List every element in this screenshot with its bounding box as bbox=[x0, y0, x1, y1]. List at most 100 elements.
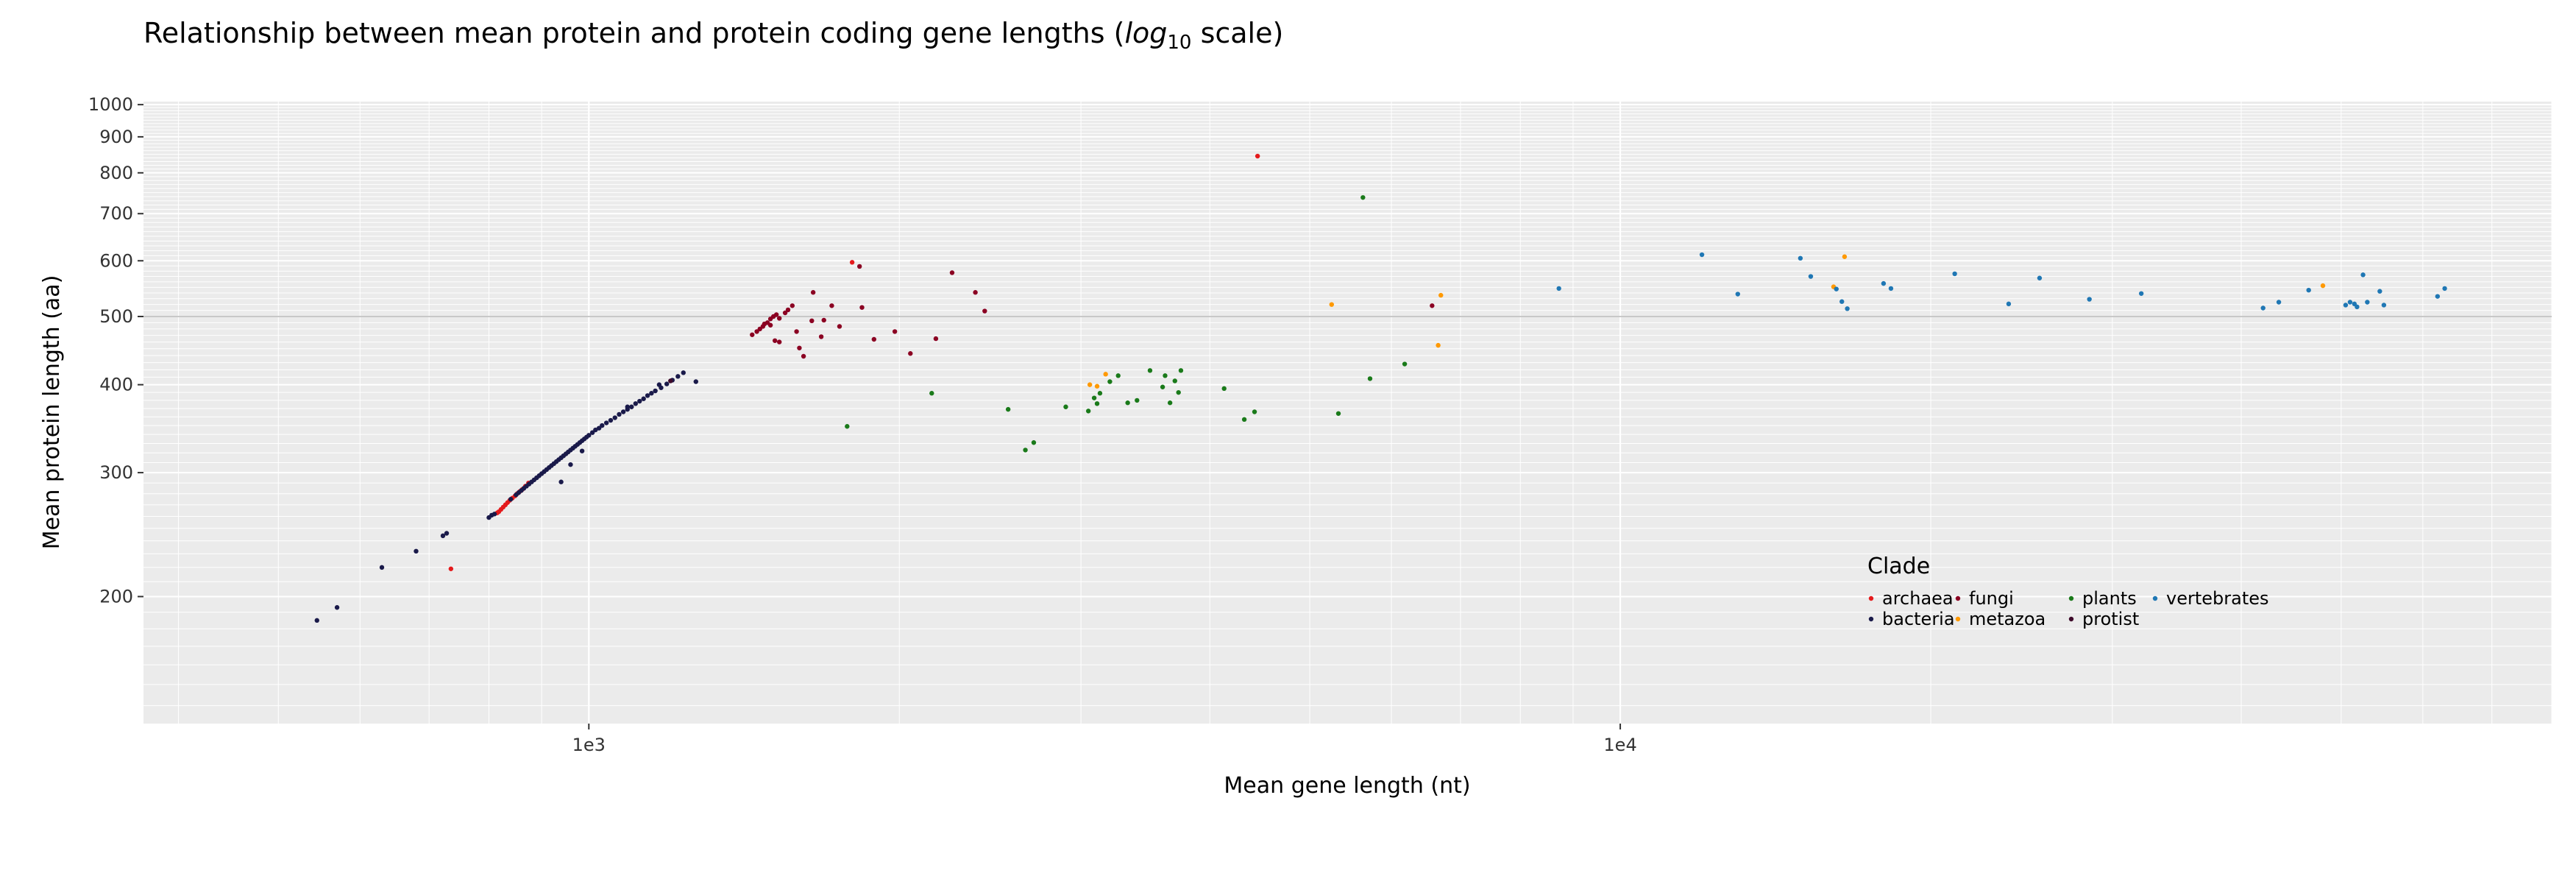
y-tick-label: 200 bbox=[99, 586, 133, 607]
data-point bbox=[790, 303, 795, 308]
data-point bbox=[379, 565, 385, 570]
data-point bbox=[600, 423, 605, 428]
plot-panel bbox=[143, 102, 2552, 724]
data-point bbox=[1091, 395, 1097, 400]
legend-label: metazoa bbox=[1969, 609, 2045, 629]
axes: 200 300 400 500 600 700 800 900 1000 1e3 1e4 bbox=[88, 94, 1637, 755]
data-point bbox=[1063, 404, 1068, 409]
y-tick-label: 1000 bbox=[88, 94, 133, 115]
data-point bbox=[1107, 379, 1113, 384]
data-point bbox=[1167, 400, 1173, 406]
data-point bbox=[414, 548, 419, 554]
data-point bbox=[633, 401, 639, 406]
data-point bbox=[1085, 409, 1091, 414]
data-point bbox=[2442, 286, 2447, 291]
y-tick-label: 800 bbox=[99, 163, 133, 183]
data-point bbox=[2360, 272, 2366, 278]
y-tick-label: 900 bbox=[99, 127, 133, 147]
data-point bbox=[829, 303, 834, 308]
data-point bbox=[1135, 397, 1140, 403]
legend-label: fungi bbox=[1969, 588, 2014, 609]
x-tick-label: 1e3 bbox=[572, 735, 606, 755]
legend-label: plants bbox=[2082, 588, 2137, 609]
data-point bbox=[1430, 303, 1435, 308]
data-point bbox=[617, 411, 622, 417]
data-point bbox=[929, 391, 934, 396]
data-point bbox=[973, 290, 978, 295]
data-point bbox=[892, 329, 898, 334]
data-point bbox=[776, 339, 782, 344]
data-point bbox=[1699, 252, 1705, 258]
data-point bbox=[810, 290, 816, 295]
data-point bbox=[1097, 391, 1103, 396]
data-point bbox=[629, 404, 634, 409]
series-bacteria bbox=[314, 370, 698, 623]
data-point bbox=[772, 338, 778, 343]
data-point bbox=[2037, 275, 2043, 280]
data-point bbox=[693, 379, 698, 384]
legend-swatch bbox=[2152, 595, 2158, 601]
data-point bbox=[2006, 301, 2012, 307]
data-point bbox=[908, 351, 913, 356]
data-point bbox=[776, 316, 782, 321]
data-point bbox=[1888, 286, 1894, 291]
legend-label: archaea bbox=[1882, 588, 1954, 609]
data-point bbox=[1023, 448, 1028, 453]
data-point bbox=[1329, 302, 1334, 307]
data-point bbox=[568, 462, 573, 467]
legend-label: bacteria bbox=[1882, 609, 1955, 629]
data-point bbox=[681, 370, 686, 375]
data-point bbox=[845, 424, 850, 429]
data-point bbox=[675, 374, 681, 379]
data-point bbox=[809, 318, 815, 324]
data-point bbox=[1252, 409, 1257, 414]
data-point bbox=[589, 430, 595, 435]
data-point bbox=[558, 479, 564, 484]
data-point bbox=[767, 322, 773, 328]
data-point bbox=[1798, 255, 1803, 261]
series-fungi bbox=[750, 264, 1435, 359]
legend-swatch bbox=[2068, 616, 2074, 622]
data-point bbox=[593, 427, 598, 433]
data-point bbox=[625, 404, 630, 409]
data-point bbox=[668, 378, 673, 384]
data-point bbox=[612, 415, 617, 420]
data-point bbox=[2260, 305, 2265, 311]
data-point bbox=[579, 448, 585, 453]
data-point bbox=[1436, 342, 1441, 348]
data-point bbox=[334, 605, 340, 610]
data-point bbox=[1160, 384, 1165, 389]
data-point bbox=[949, 270, 955, 275]
data-point bbox=[1094, 401, 1100, 406]
data-point bbox=[2435, 294, 2441, 299]
data-point bbox=[1360, 195, 1366, 200]
data-points bbox=[314, 153, 2447, 623]
data-point bbox=[444, 531, 450, 536]
data-point bbox=[1172, 378, 1177, 384]
y-axis-title: Mean protein length (aa) bbox=[39, 275, 65, 550]
data-point bbox=[596, 425, 602, 431]
grid-lines bbox=[143, 102, 2552, 724]
data-point bbox=[1147, 368, 1153, 373]
legend-label: vertebrates bbox=[2166, 588, 2269, 609]
data-point bbox=[448, 566, 454, 571]
data-point bbox=[849, 260, 855, 265]
data-point bbox=[801, 353, 806, 359]
data-point bbox=[2306, 287, 2311, 293]
data-point bbox=[1402, 361, 1408, 367]
data-point bbox=[2347, 300, 2353, 305]
series-metazoa bbox=[1087, 254, 2326, 389]
data-point bbox=[837, 324, 842, 329]
data-point bbox=[818, 334, 824, 339]
series-protist bbox=[668, 378, 673, 384]
data-point bbox=[1556, 286, 1561, 291]
data-point bbox=[1845, 306, 1850, 311]
y-tick-label: 700 bbox=[99, 203, 133, 224]
data-point bbox=[1808, 274, 1814, 279]
data-point bbox=[653, 388, 658, 394]
data-point bbox=[773, 312, 779, 317]
data-point bbox=[933, 336, 939, 342]
data-point bbox=[2377, 289, 2382, 294]
data-point bbox=[859, 305, 865, 310]
